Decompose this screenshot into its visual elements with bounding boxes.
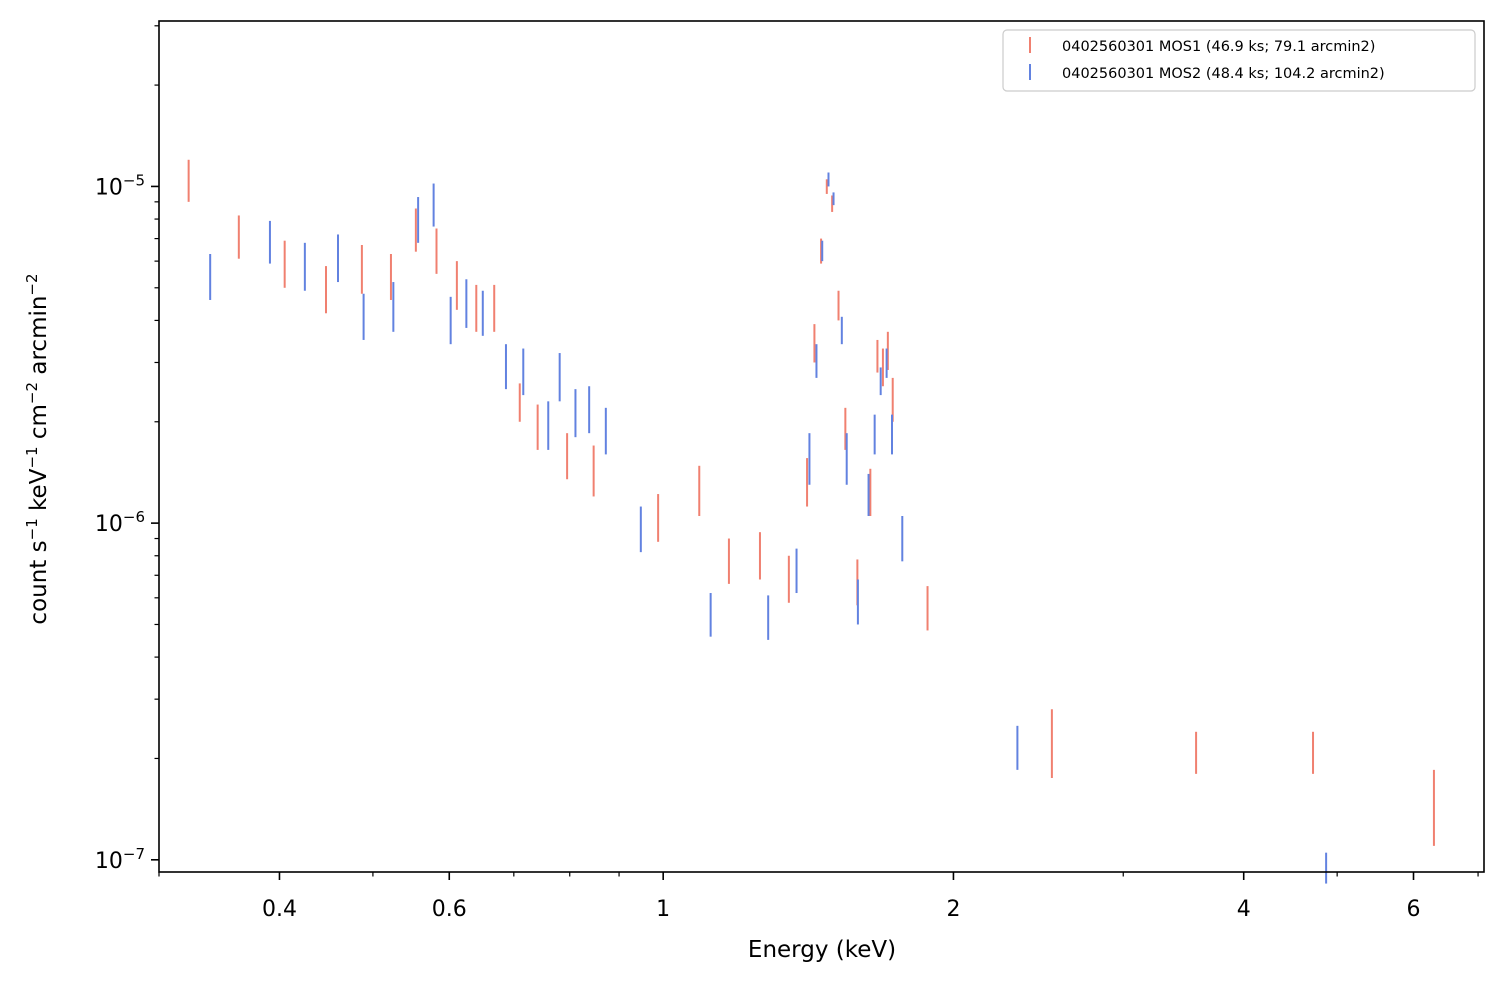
x-tick-label: 4 (1237, 897, 1251, 922)
x-tick-label: 1 (656, 897, 670, 922)
y-axis-label: count s−1 keV−1 cm−2 arcmin−2 (23, 273, 52, 624)
x-axis: 0.4 0.6 1 2 4 6 (158, 872, 1479, 922)
series-1 (187, 159, 1435, 846)
y-tick-label: 10−7 (95, 845, 145, 874)
legend-label-mos2: 0402560301 MOS2 (48.4 ks; 104.2 arcmin2) (1062, 66, 1385, 82)
x-tick-label: 0.4 (262, 897, 297, 922)
plot-area (187, 159, 1435, 884)
y-axis: 10−5 10−6 10−7 (95, 25, 159, 874)
plot-frame (158, 20, 1485, 873)
x-tick-label: 6 (1407, 897, 1421, 922)
x-tick-label: 0.6 (432, 897, 467, 922)
y-tick-label: 10−5 (95, 171, 145, 200)
y-tick-label: 10−6 (95, 508, 145, 537)
x-axis-label: Energy (keV) (748, 937, 896, 963)
legend-label-mos1: 0402560301 MOS1 (46.9 ks; 79.1 arcmin2) (1062, 39, 1375, 55)
x-tick-label: 2 (946, 897, 960, 922)
series-2 (209, 172, 1328, 884)
legend-box (1002, 29, 1476, 92)
legend: 0402560301 MOS1 (46.9 ks; 79.1 arcmin2) … (1002, 29, 1476, 92)
